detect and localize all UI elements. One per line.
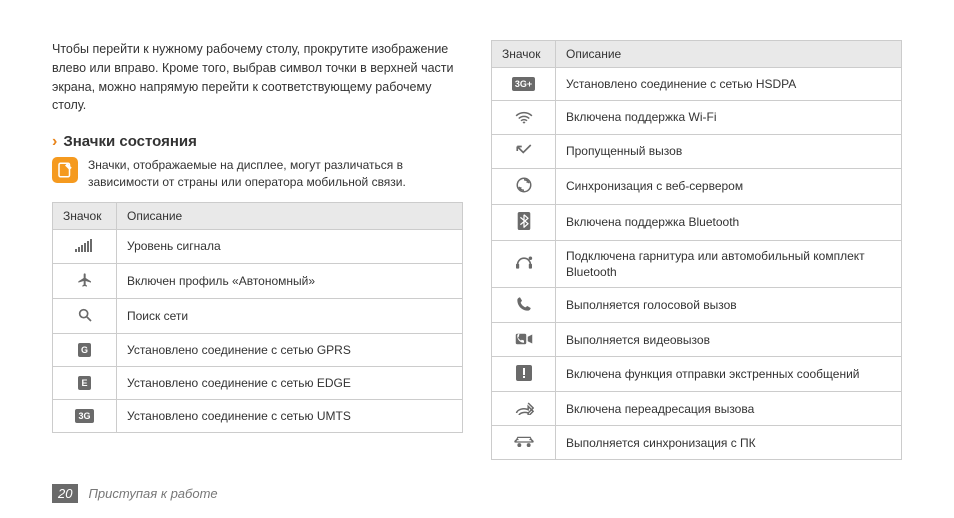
note-icon [52, 157, 78, 183]
row-desc: Включен профиль «Автономный» [117, 263, 463, 298]
row-desc: Уровень сигнала [117, 229, 463, 263]
right-table: Значок Описание 3G+Установлено соединени… [491, 40, 902, 460]
row-desc: Выполняется голосовой вызов [556, 288, 902, 323]
table-row: Синхронизация с веб-сервером [492, 169, 902, 205]
col-desc-header: Описание [117, 202, 463, 229]
row-desc: Пропущенный вызов [556, 135, 902, 169]
note-row: Значки, отображаемые на дисплее, могут р… [52, 157, 463, 192]
table-row: EУстановлено соединение с сетью EDGE [53, 366, 463, 399]
row-desc: Подключена гарнитура или автомобильный к… [556, 241, 902, 288]
wifi-icon [492, 101, 556, 135]
row-desc: Синхронизация с веб-сервером [556, 169, 902, 205]
row-desc: Выполняется видеовызов [556, 323, 902, 357]
col-icon-header: Значок [53, 202, 117, 229]
col-icon-header: Значок [492, 41, 556, 68]
table-row: 3GУстановлено соединение с сетью UMTS [53, 399, 463, 432]
chevron-icon: › [52, 133, 57, 151]
section-heading: › Значки состояния [52, 133, 463, 151]
table-row: Пропущенный вызов [492, 135, 902, 169]
table-row: Поиск сети [53, 298, 463, 333]
table-row: Включен профиль «Автономный» [53, 263, 463, 298]
row-desc: Установлено соединение с сетью UMTS [117, 399, 463, 432]
search-icon [53, 298, 117, 333]
table-row: Включена поддержка Wi-Fi [492, 101, 902, 135]
airplane-icon [53, 263, 117, 298]
badge-icon: E [53, 366, 117, 399]
bt-icon [492, 205, 556, 241]
badge-icon: G [53, 333, 117, 366]
table-row: Выполняется голосовой вызов [492, 288, 902, 323]
row-desc: Установлено соединение с сетью HSDPA [556, 68, 902, 101]
table-row: Включена функция отправки экстренных соо… [492, 357, 902, 392]
left-column: Чтобы перейти к нужному рабочему столу, … [52, 40, 463, 470]
table-row: Подключена гарнитура или автомобильный к… [492, 241, 902, 288]
row-desc: Включена поддержка Wi-Fi [556, 101, 902, 135]
page-columns: Чтобы перейти к нужному рабочему столу, … [0, 0, 954, 470]
alert-icon [492, 357, 556, 392]
row-desc: Включена поддержка Bluetooth [556, 205, 902, 241]
badge-icon: 3G+ [492, 68, 556, 101]
table-row: Включена поддержка Bluetooth [492, 205, 902, 241]
row-desc: Установлено соединение с сетью EDGE [117, 366, 463, 399]
col-desc-header: Описание [556, 41, 902, 68]
table-row: Выполняется синхронизация с ПК [492, 426, 902, 460]
fwd-icon [492, 392, 556, 426]
btheadset-icon [492, 241, 556, 288]
sync-icon [492, 169, 556, 205]
right-column: Значок Описание 3G+Установлено соединени… [491, 40, 902, 470]
call-icon [492, 288, 556, 323]
signal-icon [53, 229, 117, 263]
row-desc: Установлено соединение с сетью GPRS [117, 333, 463, 366]
pcsync-icon [492, 426, 556, 460]
note-text: Значки, отображаемые на дисплее, могут р… [88, 157, 463, 192]
badge-icon: 3G [53, 399, 117, 432]
table-row: Выполняется видеовызов [492, 323, 902, 357]
row-desc: Выполняется синхронизация с ПК [556, 426, 902, 460]
section-title: Значки состояния [63, 133, 197, 150]
table-row: Включена переадресация вызова [492, 392, 902, 426]
table-row: 3G+Установлено соединение с сетью HSDPA [492, 68, 902, 101]
intro-text: Чтобы перейти к нужному рабочему столу, … [52, 40, 463, 115]
missed-icon [492, 135, 556, 169]
footer-text: Приступая к работе [88, 486, 217, 501]
page-number: 20 [52, 484, 78, 503]
table-row: Уровень сигнала [53, 229, 463, 263]
left-table: Значок Описание Уровень сигналаВключен п… [52, 202, 463, 433]
row-desc: Включена функция отправки экстренных соо… [556, 357, 902, 392]
vcall-icon [492, 323, 556, 357]
page-footer: 20 Приступая к работе [52, 484, 218, 503]
row-desc: Поиск сети [117, 298, 463, 333]
table-row: GУстановлено соединение с сетью GPRS [53, 333, 463, 366]
row-desc: Включена переадресация вызова [556, 392, 902, 426]
